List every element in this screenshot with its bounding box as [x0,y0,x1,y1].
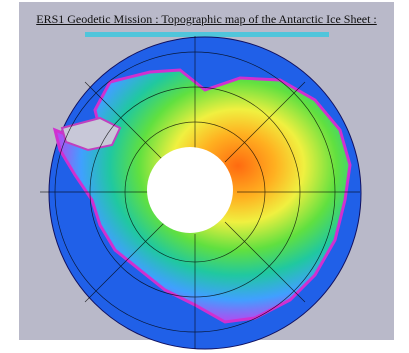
map [0,0,409,353]
page: {"header": {"title": "ERS1 Geodetic Miss… [0,0,409,353]
pole-hole [147,147,233,233]
